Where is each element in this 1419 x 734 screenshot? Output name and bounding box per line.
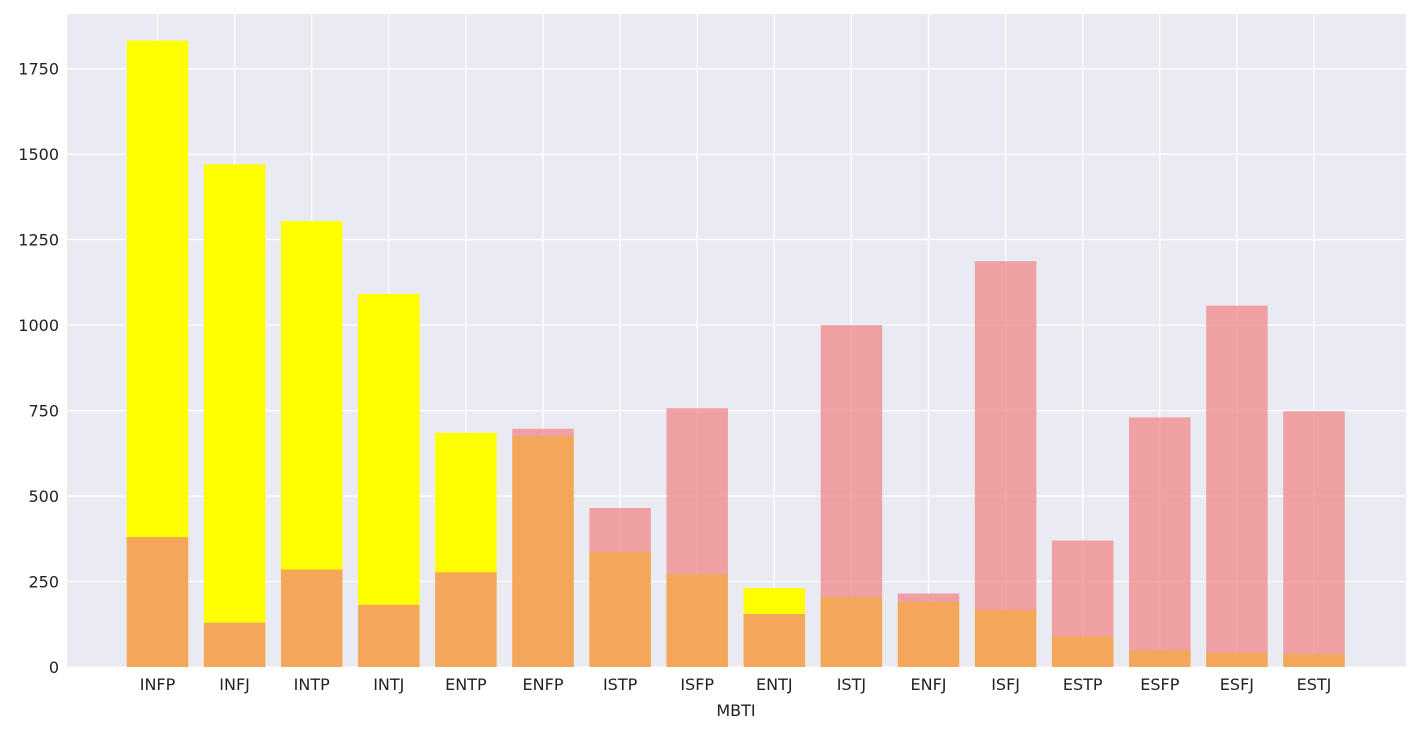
bar-series-1-esfj — [1206, 305, 1268, 667]
x-tick-label: ENTJ — [756, 675, 793, 694]
x-tick-label: ISTP — [603, 675, 638, 694]
x-tick-label: ESTJ — [1297, 675, 1332, 694]
bar-series-1-enfp — [512, 428, 574, 667]
bar-series-1-intp — [280, 569, 343, 667]
bar-series-1-estp — [1051, 540, 1114, 667]
plot-background — [67, 14, 1406, 667]
bar-series-1-infp — [126, 537, 189, 667]
x-tick-label: ESFJ — [1220, 675, 1254, 694]
bar-series-1-enfj — [897, 593, 960, 667]
x-axis-label: MBTI — [716, 701, 755, 720]
bar-series-1-istj — [820, 325, 883, 667]
bar-series-1-infj — [203, 622, 266, 667]
x-tick-label: ENFP — [523, 675, 564, 694]
y-tick-label: 1250 — [18, 231, 59, 250]
bar-series-1-istp — [589, 508, 651, 667]
bar-series-1-isfj — [974, 261, 1037, 667]
bar-series-1-isfp — [666, 408, 728, 667]
x-tick-label: ENTP — [445, 675, 487, 694]
x-tick-label: ISTJ — [837, 675, 866, 694]
x-tick-label: INFP — [140, 675, 176, 694]
y-tick-label: 1000 — [18, 316, 59, 335]
x-tick-label: ISFJ — [991, 675, 1020, 694]
bar-series-1-estj — [1283, 411, 1345, 667]
x-tick-label: ESFP — [1140, 675, 1179, 694]
y-tick-label: 1500 — [18, 145, 59, 164]
x-tick-label: ESTP — [1063, 675, 1103, 694]
series-1-bars — [126, 261, 1345, 667]
x-tick-label: INTP — [294, 675, 330, 694]
bar-series-1-esfp — [1129, 417, 1191, 667]
bar-series-0-infj — [203, 164, 266, 667]
y-tick-label: 750 — [28, 402, 59, 421]
x-tick-label: INFJ — [219, 675, 250, 694]
y-tick-label: 250 — [28, 573, 59, 592]
y-tick-label: 0 — [49, 658, 59, 677]
bar-series-1-intj — [358, 604, 420, 667]
x-tick-label: ISFP — [680, 675, 714, 694]
y-tick-labels: 0 250 500 750 1000 1250 1500 1750 — [18, 60, 59, 677]
bar-series-1-entj — [743, 614, 806, 667]
x-tick-labels: INFP INFJ INTP INTJ ENTP ENFP ISTP ISFP ENTJ ISTJ… — [140, 675, 1332, 694]
y-tick-label: 500 — [28, 487, 59, 506]
y-tick-label: 1750 — [18, 60, 59, 79]
bar-series-1-entp — [435, 572, 497, 667]
x-tick-label: ENFJ — [911, 675, 947, 694]
x-tick-label: INTJ — [373, 675, 404, 694]
